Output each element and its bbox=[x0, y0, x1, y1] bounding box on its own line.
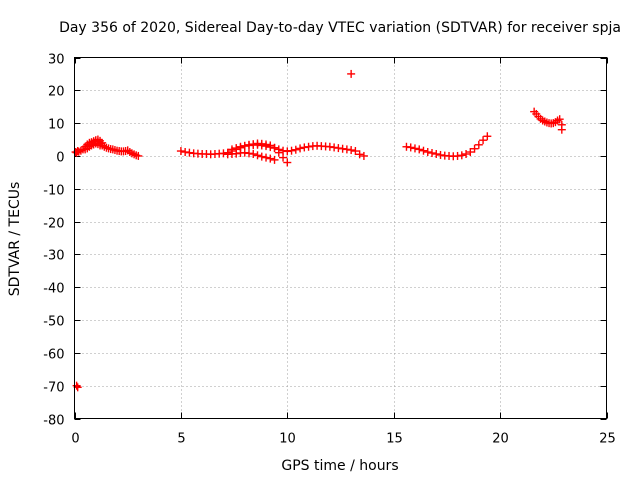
x-tick-label: 5 bbox=[177, 432, 185, 447]
data-point bbox=[253, 151, 262, 160]
data-point bbox=[479, 136, 488, 145]
y-tick-label: -20 bbox=[43, 217, 64, 232]
data-point bbox=[72, 381, 81, 390]
data-point bbox=[266, 141, 275, 150]
data-point bbox=[419, 146, 428, 155]
data-point bbox=[291, 145, 300, 154]
x-tick-label: 0 bbox=[71, 432, 79, 447]
data-point bbox=[466, 148, 475, 157]
data-point bbox=[557, 120, 566, 129]
data-point bbox=[415, 145, 424, 154]
x-tick-label: 20 bbox=[492, 432, 509, 447]
y-tick-label: 10 bbox=[48, 118, 65, 133]
data-point bbox=[176, 147, 185, 156]
data-point bbox=[240, 141, 249, 150]
data-point bbox=[270, 143, 279, 152]
data-point bbox=[262, 153, 271, 162]
data-point bbox=[474, 140, 483, 149]
data-point bbox=[406, 143, 415, 152]
data-point bbox=[347, 146, 356, 155]
data-point bbox=[249, 149, 258, 158]
y-tick-label: -30 bbox=[43, 249, 64, 264]
ticks: 0 5 10 15 20 25 30 20 10 0 -10 -20 -30 -40 -50 -60 -70 -8… bbox=[43, 53, 616, 447]
data-point bbox=[283, 158, 292, 167]
data-points bbox=[71, 69, 566, 392]
y-tick-label: -60 bbox=[43, 348, 64, 363]
data-point bbox=[232, 144, 241, 153]
data-point bbox=[347, 69, 356, 78]
y-tick-label: 20 bbox=[48, 85, 65, 100]
data-point bbox=[555, 115, 564, 124]
x-tick-label: 25 bbox=[599, 432, 616, 447]
y-tick-label: -80 bbox=[43, 414, 64, 429]
data-point bbox=[359, 151, 368, 160]
y-axis-label: SDTVAR / TECUs bbox=[7, 182, 23, 297]
y-tick-label: 0 bbox=[56, 151, 64, 166]
chart-title: Day 356 of 2020, Sidereal Day-to-day VTE… bbox=[59, 20, 621, 36]
data-point bbox=[73, 383, 82, 392]
data-point bbox=[236, 142, 245, 151]
x-axis-label: GPS time / hours bbox=[281, 458, 398, 474]
data-point bbox=[428, 149, 437, 158]
y-tick-label: -10 bbox=[43, 184, 64, 199]
data-point bbox=[483, 132, 492, 141]
data-point bbox=[257, 152, 266, 161]
y-tick-label: -40 bbox=[43, 282, 64, 297]
data-point bbox=[270, 155, 279, 164]
data-point bbox=[98, 138, 107, 147]
data-point bbox=[462, 149, 471, 158]
data-point bbox=[262, 140, 271, 149]
x-tick-label: 15 bbox=[386, 432, 403, 447]
data-point bbox=[266, 154, 275, 163]
data-point bbox=[227, 145, 236, 154]
data-point bbox=[423, 148, 432, 157]
data-point bbox=[457, 151, 466, 160]
data-point bbox=[410, 144, 419, 153]
data-point bbox=[279, 153, 288, 162]
data-point bbox=[351, 147, 360, 156]
y-tick-label: -50 bbox=[43, 315, 64, 330]
data-point bbox=[287, 146, 296, 155]
y-tick-label: -70 bbox=[43, 381, 64, 396]
data-point bbox=[296, 144, 305, 153]
plot-frame bbox=[74, 57, 607, 419]
data-point bbox=[470, 144, 479, 153]
data-point bbox=[355, 150, 364, 159]
y-tick-label: 30 bbox=[48, 53, 65, 68]
data-point bbox=[134, 151, 143, 160]
grid bbox=[74, 57, 607, 419]
x-tick-label: 10 bbox=[279, 432, 296, 447]
data-point bbox=[274, 148, 283, 157]
data-point bbox=[432, 149, 441, 158]
